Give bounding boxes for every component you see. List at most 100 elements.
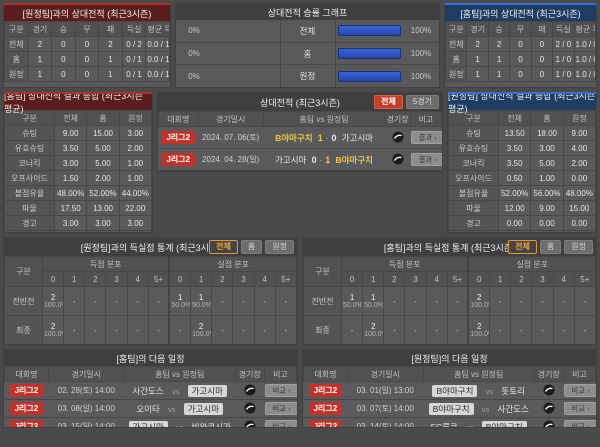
- stat-value: 0.00: [86, 230, 120, 232]
- vs-label: vs: [176, 422, 184, 428]
- goal-count-header: 3: [105, 271, 128, 287]
- note-button[interactable]: 결과 ›: [411, 131, 442, 144]
- goal-count-header: 2: [383, 271, 406, 287]
- h2h-matches-filters: 전체 5경기: [374, 95, 439, 109]
- stat-value: 1.0 / 0.0: [573, 66, 596, 82]
- away-winrate-track: [337, 70, 401, 82]
- row-label: 원정: [4, 66, 29, 82]
- table-row: 유효슈팅 3.50 5.00 2.00: [4, 140, 152, 156]
- goal-stat-cell: -: [126, 315, 149, 344]
- goal-stat-cell: 1 50.0%: [190, 286, 213, 316]
- table-row: 오프사이드 1.50 2.00 1.00: [4, 170, 152, 186]
- filter-button[interactable]: 원정: [265, 240, 294, 254]
- stat-value: 0.00: [530, 215, 564, 231]
- column-header: 비고: [562, 366, 596, 382]
- stat-value: 0.00: [497, 215, 532, 231]
- stat-value: 3.00: [530, 140, 564, 156]
- goal-stat-cell: -: [147, 315, 170, 344]
- middle-row: [홈팀] 상대전적 결과 종합 (최근3시즌 평균) 구분 전체 홈 원정 슈팅 9.0…: [3, 92, 597, 233]
- stat-value: 1: [466, 66, 489, 82]
- next-away-header-row: 대회명 경기일시 홈팀 vs 원정팀 경기장 비고: [303, 366, 596, 382]
- goal-stat-cell: -: [168, 315, 192, 344]
- panel-goal-stats-vs-away: [원정팀]과의 득실점 통계 (최근3시즌) 전체 홈 원정 구분 득점 분포 실점…: [3, 237, 298, 345]
- league-badge: J리그2: [308, 420, 343, 427]
- column-header: 구분: [4, 110, 55, 126]
- panel-next-home: [홈팀]의 다음 일정 대회명 경기일시 홈팀 vs 원정팀 경기장 비고 J리그2 02…: [3, 349, 298, 428]
- stat-value: 13.50: [497, 125, 532, 141]
- column-header: 무: [509, 21, 532, 37]
- league-badge: J리그2: [9, 384, 44, 397]
- panel-winrate-chart: 상대전적 승률 그래프 0% 전체 100% 0% 홈 100% 0% 원정 1…: [175, 3, 440, 88]
- stadium-icon: [244, 384, 256, 398]
- goal-stat-cell: -: [446, 286, 469, 316]
- score-dist-header: 득점 분포: [41, 256, 170, 272]
- stat-value: 17.50: [53, 200, 88, 216]
- stat-value: 48.00%: [53, 185, 88, 201]
- note-button[interactable]: 비교 ›: [265, 384, 297, 397]
- goal-stat-cell: -: [552, 286, 575, 316]
- match-row: J리그2 2024. 04. 28(일) 가고시마 0-1 B야마구치 결과 ›: [158, 148, 442, 171]
- stat-value: 0: [530, 51, 554, 67]
- filter-button[interactable]: 5경기: [405, 95, 439, 109]
- league-badge: J리그2: [9, 420, 44, 427]
- note-button[interactable]: 비교 ›: [265, 420, 297, 427]
- note-button[interactable]: 비교 ›: [564, 402, 596, 415]
- stat-value: 1.00: [530, 170, 564, 186]
- filter-button[interactable]: 원정: [564, 240, 593, 254]
- note-button[interactable]: 비교 ›: [564, 420, 596, 427]
- column-header: 대회명: [303, 366, 348, 382]
- goal-count-header: 1: [489, 271, 512, 287]
- stat-value: 1: [98, 51, 123, 67]
- note-button[interactable]: 비교 ›: [564, 384, 596, 397]
- goal-stat-cell: -: [147, 286, 170, 316]
- away-winrate-value: 100%: [410, 71, 432, 81]
- filter-button-active[interactable]: 전체: [209, 240, 238, 254]
- goal-stat-cell: 1 50.0%: [168, 286, 192, 316]
- row-label: 오프사이드: [448, 170, 499, 186]
- filter-button[interactable]: 홈: [240, 240, 263, 254]
- match-datetime: 02. 28(토) 14:00: [48, 381, 125, 400]
- h2h-matches-header-row: 대회명 경기일시 홈팀 vs 원정팀 경기장 비고: [158, 111, 442, 127]
- filter-button-active[interactable]: 전체: [508, 240, 537, 254]
- column-header: 원정: [562, 110, 596, 126]
- column-header: 비고: [409, 111, 442, 127]
- panel-title-winrate: 상대전적 승률 그래프: [176, 4, 439, 20]
- away-score: 1: [325, 154, 331, 165]
- goal-count-header: 5+: [573, 271, 596, 287]
- goal-stats-away-filters: 전체 홈 원정: [209, 240, 294, 254]
- team-name: 가고시마: [275, 154, 307, 165]
- column-header: 대회명: [158, 111, 199, 127]
- panel-title-goal-stats-home: [홈팀]과의 득실점 통계 (최근3시즌): [383, 242, 516, 253]
- note-button[interactable]: 결과 ›: [411, 153, 442, 166]
- next-away-table: 대회명 경기일시 홈팀 vs 원정팀 경기장 비고 J리그2 03. 01(일) 13:0…: [303, 366, 596, 427]
- column-header: 득실: [552, 21, 575, 37]
- next-home-table: 대회명 경기일시 홈팀 vs 원정팀 경기장 비고 J리그2 02. 28(토) 14:0…: [4, 366, 297, 428]
- stat-row-label: 전반전: [4, 286, 43, 316]
- stat-row-label: 최종: [4, 315, 43, 344]
- stat-value: 0: [530, 36, 554, 52]
- stat-value: 0.00: [497, 230, 532, 232]
- panel-home-summary: [홈팀] 상대전적 결과 종합 (최근3시즌 평균) 구분 전체 홈 원정 슈팅 9.0…: [3, 92, 153, 233]
- goal-count-header: 1: [190, 271, 213, 287]
- goal-stat-cell: -: [211, 286, 234, 316]
- filter-button[interactable]: 홈: [539, 240, 562, 254]
- stat-value: 52.00%: [86, 185, 120, 201]
- goal-count-header: 4: [552, 271, 575, 287]
- filter-button-active[interactable]: 전체: [374, 95, 403, 109]
- column-header: 대회명: [4, 366, 49, 382]
- column-header: 패: [530, 21, 554, 37]
- stat-value: 0: [51, 36, 76, 52]
- match-row: J리그2 03. 08(일) 14:00 오이타 vs 가고시마 비교 ›: [4, 399, 297, 418]
- match-row: J리그2 03. 15(일) 14:00 가고시마 vs 비와코시가 비교 ›: [4, 417, 297, 428]
- stat-value: 4.00: [562, 140, 596, 156]
- match-datetime: 03. 01(일) 13:00: [347, 381, 424, 400]
- league-badge: J리그2: [308, 402, 343, 415]
- stat-value: 0.50: [497, 170, 532, 186]
- note-button[interactable]: 비교 ›: [265, 402, 297, 415]
- away-score: 0: [331, 132, 337, 143]
